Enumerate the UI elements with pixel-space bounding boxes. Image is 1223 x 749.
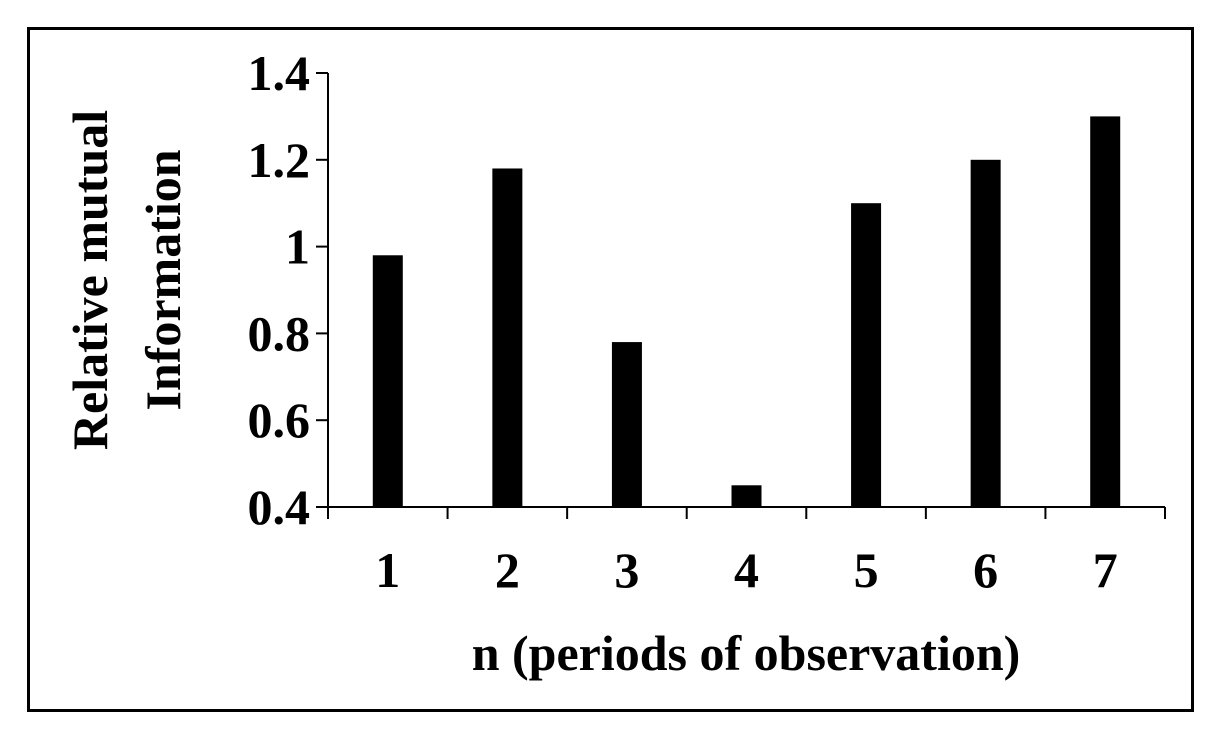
bar-5 — [851, 203, 882, 507]
x-tick-label: 5 — [854, 542, 879, 598]
bar-4 — [731, 485, 762, 507]
y-tick-label: 1 — [285, 219, 310, 275]
y-axis-title: Relative mutual Information — [62, 110, 191, 450]
y-tick-label: 0.4 — [248, 479, 311, 535]
y-tick-label: 0.8 — [248, 305, 311, 361]
x-tick-label: 7 — [1093, 542, 1118, 598]
y-axis-title-line-1: Relative mutual — [62, 110, 118, 450]
x-tick-label: 3 — [614, 542, 639, 598]
y-tick-label: 1.4 — [248, 45, 311, 101]
x-tick-label: 2 — [495, 542, 520, 598]
x-tick-label: 6 — [973, 542, 998, 598]
x-tick-label: 4 — [734, 542, 759, 598]
bar-1 — [372, 255, 403, 507]
x-axis-ticks: 1 2 3 4 5 6 7 — [327, 507, 1166, 598]
y-axis-ticks: 0.4 0.6 0.8 1 1.2 1.4 — [248, 45, 328, 535]
bars — [372, 116, 1121, 508]
y-tick-label: 1.2 — [248, 132, 311, 188]
bar-7 — [1090, 116, 1121, 508]
bar-2 — [492, 168, 523, 508]
bar-6 — [970, 159, 1001, 508]
y-tick-label: 0.6 — [248, 392, 311, 448]
x-axis-title: n (periods of observation) — [472, 625, 1021, 681]
bar-3 — [611, 342, 642, 507]
y-axis-title-line-2: Information — [135, 149, 191, 410]
x-tick-label: 1 — [375, 542, 400, 598]
